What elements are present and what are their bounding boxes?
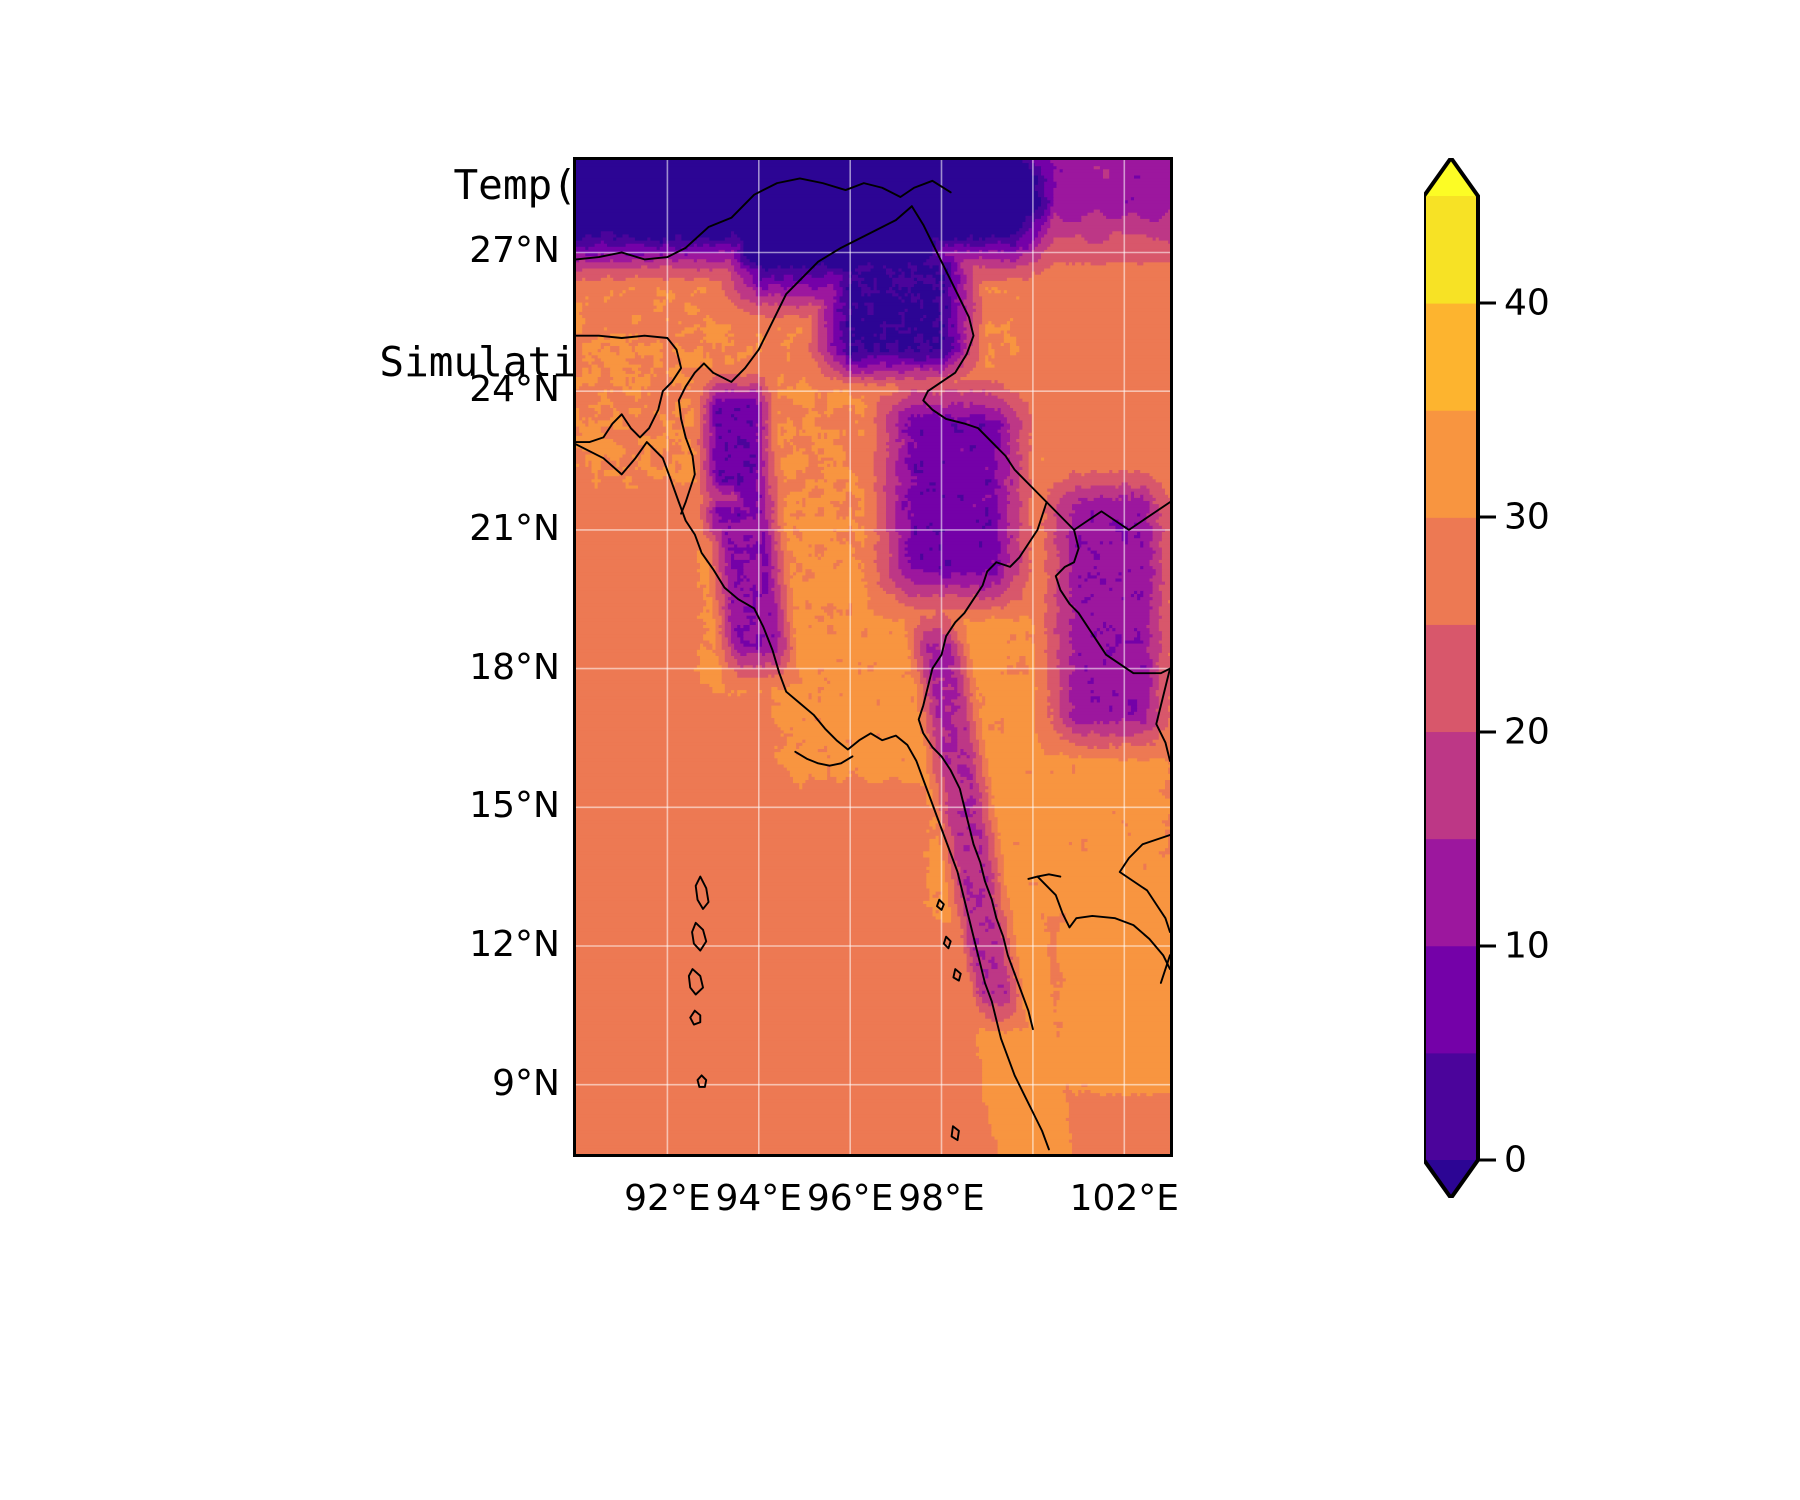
colorbar-tick-label: 10 <box>1504 925 1550 967</box>
colorbar-tick-mark <box>1478 301 1496 305</box>
colorbar-tick-label: 20 <box>1504 711 1550 753</box>
colorbar-tick-mark <box>1478 730 1496 734</box>
latitude-tick-label: 12°N <box>469 923 560 965</box>
contour-fill <box>576 160 1170 1154</box>
longitude-tick-label: 102°E <box>1069 1178 1180 1219</box>
latitude-tick-label: 21°N <box>469 507 560 549</box>
latitude-axis: 27°N 24°N 21°N 18°N 15°N 12°N 9°N <box>410 157 560 1157</box>
colorbar-tick-mark <box>1478 944 1496 948</box>
colorbar-tick-label: 40 <box>1504 282 1550 324</box>
colorbar-tick-mark <box>1478 515 1496 519</box>
longitude-tick-label: 92°E <box>624 1178 711 1219</box>
map-plot-area[interactable] <box>573 157 1173 1157</box>
colorbar[interactable]: 40 30 20 10 0 <box>1422 154 1550 1202</box>
longitude-tick-label: 98°E <box>898 1178 985 1219</box>
colorbar-tick-label: 0 <box>1504 1139 1527 1181</box>
latitude-tick-label: 18°N <box>469 646 560 688</box>
longitude-tick-label: 94°E <box>715 1178 803 1219</box>
colorbar-tick-mark <box>1478 1158 1496 1162</box>
longitude-axis: 92°E 94°E 96°E 98°E 102°E <box>573 1178 1179 1238</box>
colorbar-tick-label: 30 <box>1504 496 1550 538</box>
longitude-tick-label: 96°E <box>806 1178 894 1219</box>
latitude-tick-label: 9°N <box>492 1062 560 1104</box>
latitude-tick-label: 24°N <box>469 369 560 411</box>
latitude-tick-label: 27°N <box>469 230 560 272</box>
latitude-tick-label: 15°N <box>469 785 560 827</box>
coastlines-and-borders <box>576 177 1170 1151</box>
map-gridlines <box>576 160 1170 1154</box>
temperature-contour-map <box>576 160 1170 1154</box>
